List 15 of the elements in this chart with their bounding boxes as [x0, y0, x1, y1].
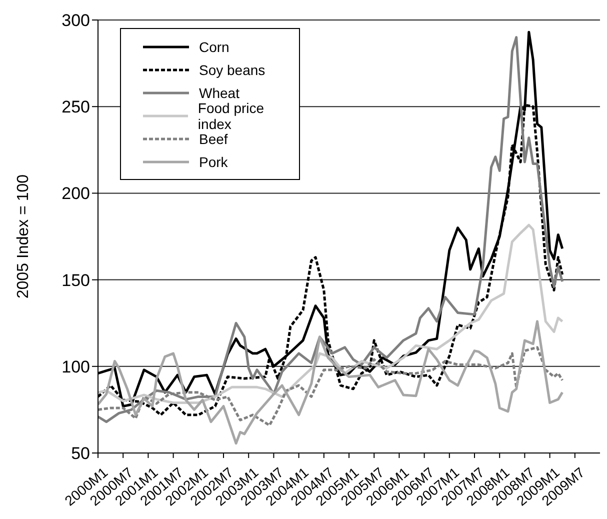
y-axis-title: 2005 Index = 100 [15, 174, 32, 299]
legend-label: Pork [199, 154, 228, 170]
legend-label: Food price index [198, 100, 266, 132]
line-series [98, 320, 564, 445]
y-tick-label: 300 [62, 11, 90, 30]
y-tick-label: 250 [62, 98, 90, 117]
y-tick-label: 50 [71, 444, 90, 464]
y-tick-label: 150 [62, 270, 90, 290]
y-tick-label: 200 [62, 184, 90, 204]
y-tick-label: 100 [62, 357, 90, 376]
legend-label: Soy beans [199, 62, 266, 78]
line-series [98, 224, 564, 404]
legend-label: Corn [199, 38, 230, 54]
legend-label: Wheat [199, 84, 240, 100]
legend-label: Beef [199, 130, 228, 146]
